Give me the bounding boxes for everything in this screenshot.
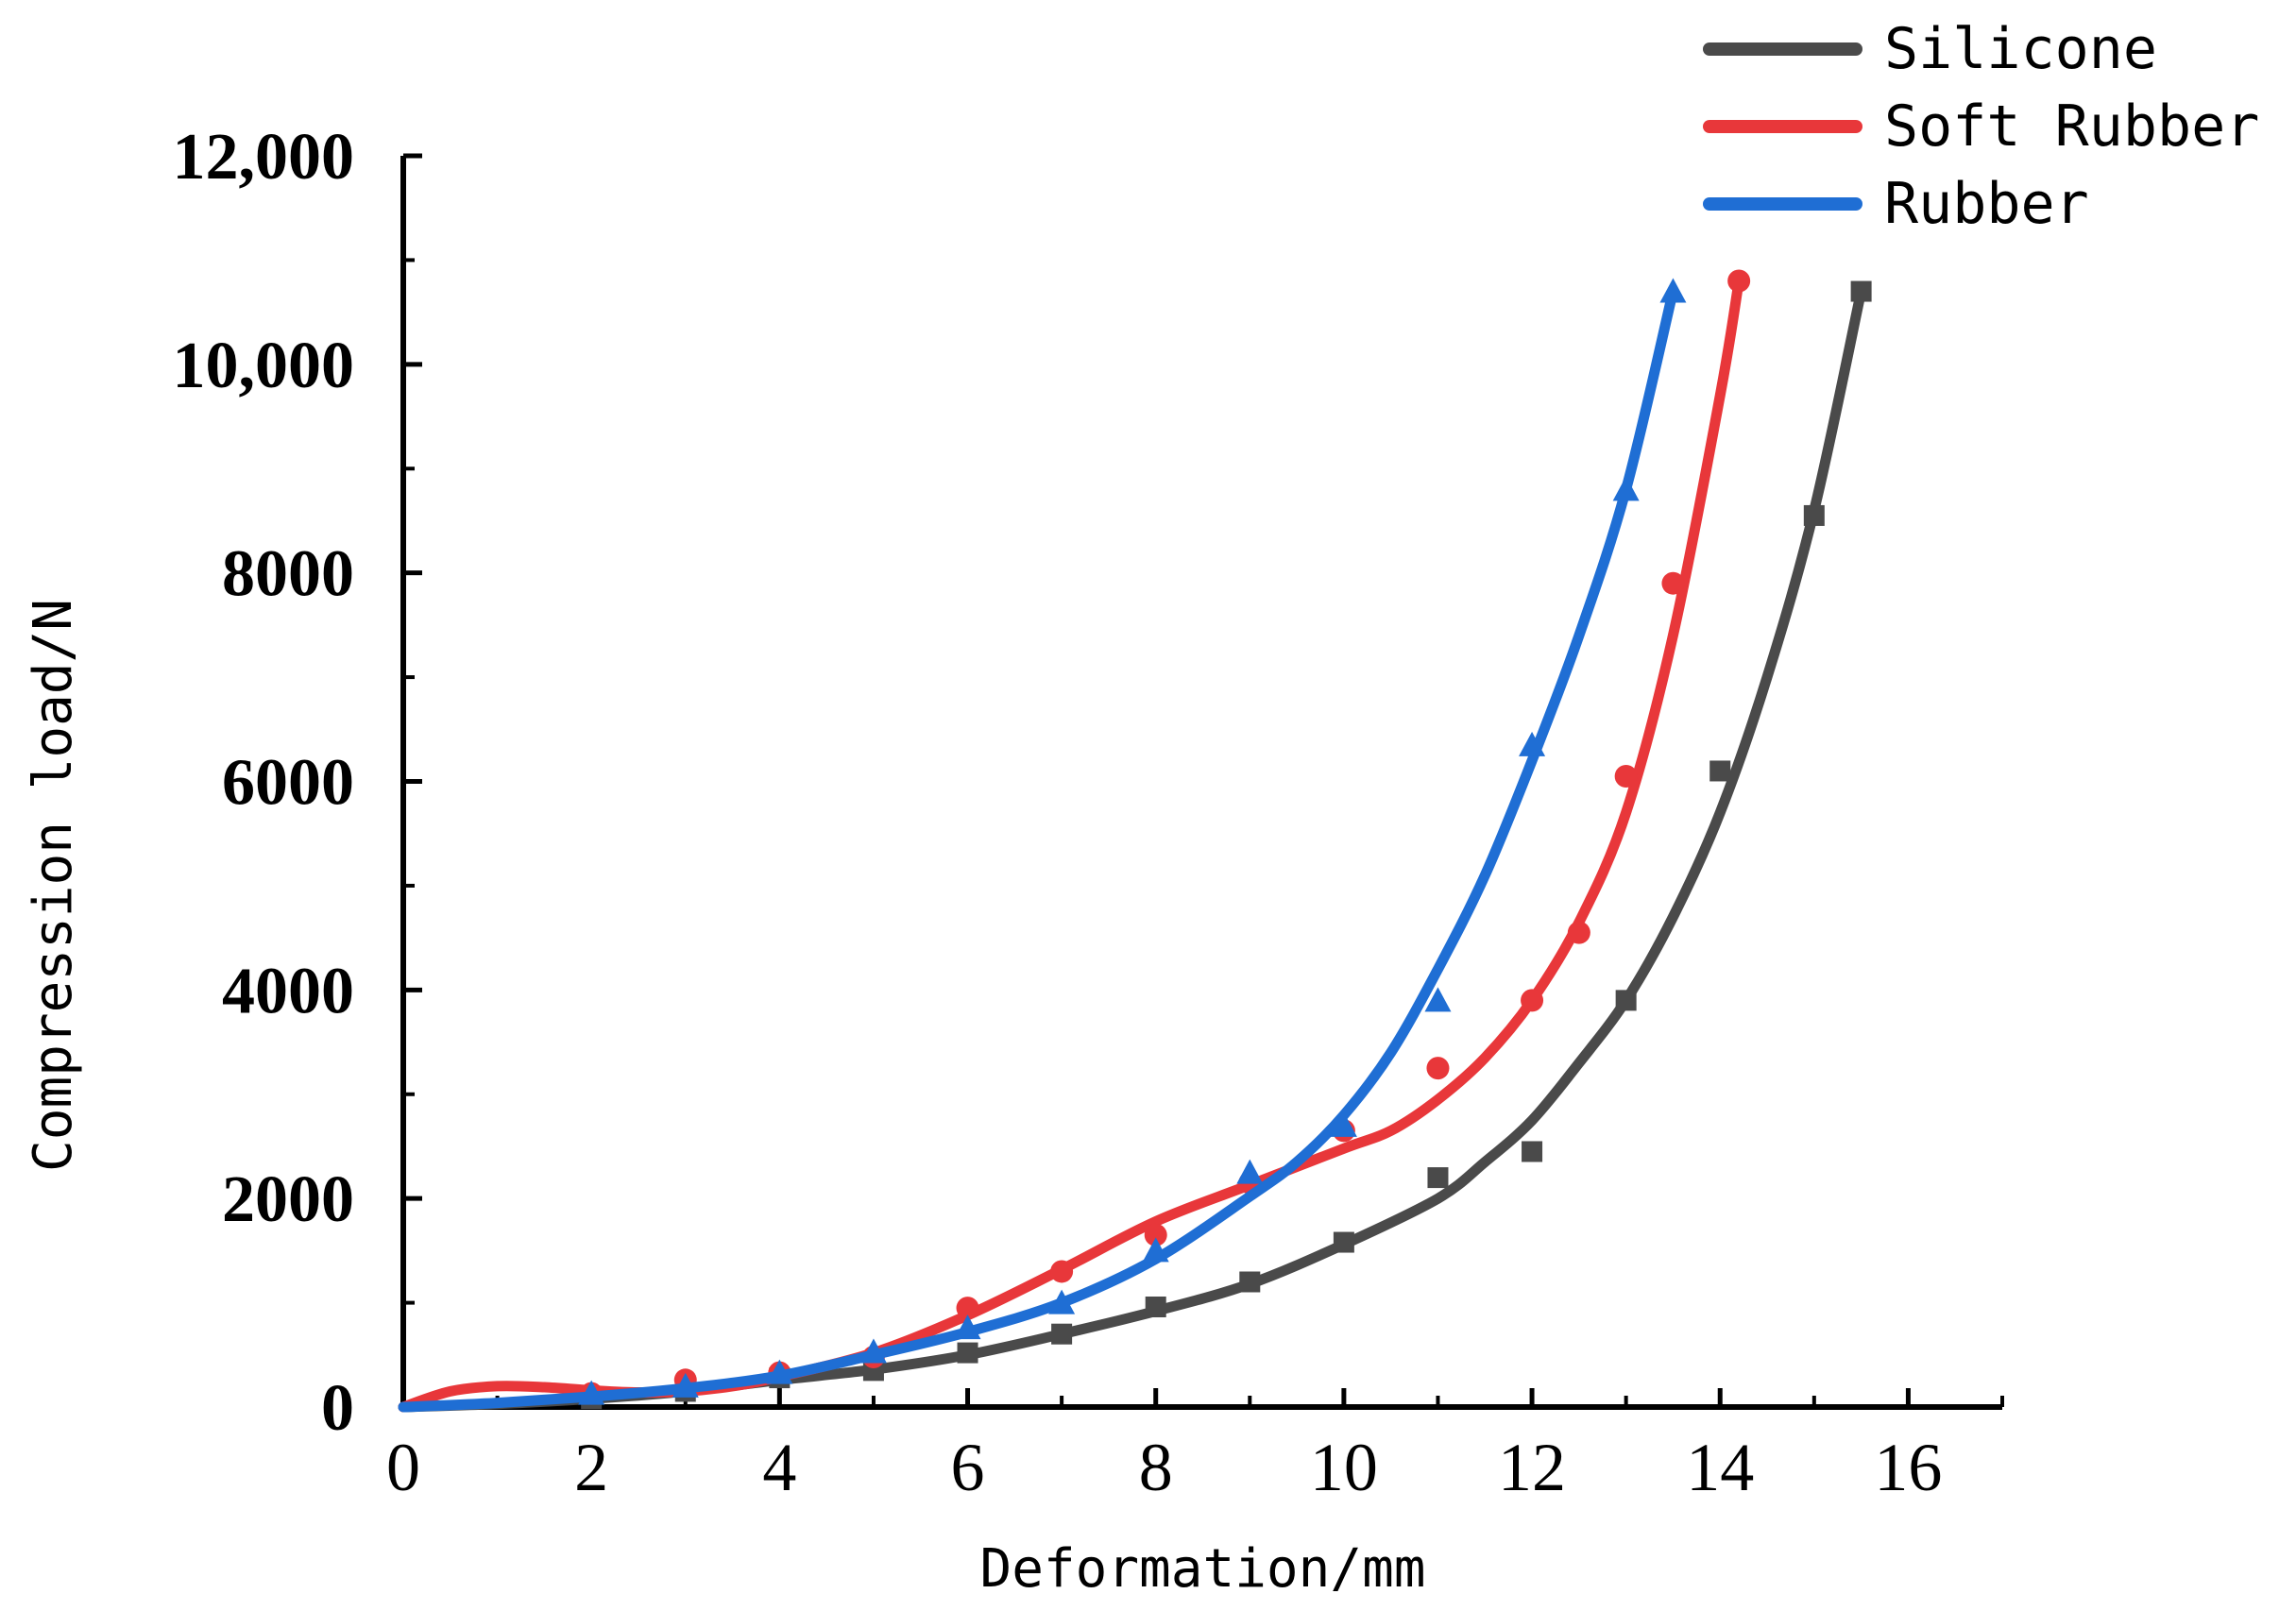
series-soft-rubber-line: [398, 276, 1744, 1413]
series-rubber-point: [1659, 278, 1687, 303]
series-silicone-point: [1709, 760, 1731, 782]
y-tick-label: 0: [321, 1372, 354, 1445]
series-soft-rubber-point: [1144, 1223, 1167, 1246]
y-tick-label: 10,000: [173, 330, 355, 402]
series-rubber-point: [1519, 731, 1546, 756]
series-rubber-point: [1142, 1237, 1169, 1263]
series-soft-rubber-point: [1050, 1260, 1074, 1283]
x-tick-label: 8: [1139, 1430, 1173, 1505]
series-soft-rubber: [398, 269, 1751, 1413]
axes: [400, 156, 2002, 1410]
series-rubber-point: [1330, 1111, 1357, 1137]
x-tick-label: 4: [762, 1430, 796, 1505]
series-soft-rubber-point: [1661, 571, 1685, 595]
x-tick-label: 14: [1686, 1430, 1754, 1505]
series-silicone-point: [1145, 1297, 1166, 1317]
x-axis-title: Deformation/mm: [979, 1538, 1425, 1600]
series-soft-rubber-point: [1567, 921, 1590, 944]
series-soft-rubber-point: [1727, 269, 1751, 293]
y-tick-label: 12,000: [173, 121, 355, 194]
series-rubber-point: [1424, 987, 1452, 1012]
x-tick-label: 12: [1498, 1430, 1566, 1505]
series-soft-rubber-point: [956, 1297, 979, 1320]
x-tick-label: 0: [386, 1430, 420, 1505]
series-soft-rubber-point: [1521, 989, 1544, 1012]
series-rubber-point: [859, 1338, 887, 1364]
series-rubber-line: [398, 286, 1678, 1413]
series-silicone-point: [957, 1342, 978, 1364]
legend-soft-rubber-label: Soft Rubber: [1884, 93, 2259, 160]
series-silicone-point: [1051, 1323, 1073, 1345]
series-silicone-point: [1333, 1231, 1354, 1253]
legend: Silicone Soft Rubber Rubber: [1703, 16, 2259, 237]
series-silicone-point: [1615, 990, 1637, 1011]
series-silicone-point: [1522, 1141, 1543, 1162]
series-silicone-point: [1427, 1167, 1449, 1189]
legend-rubber-label: Rubber: [1884, 171, 2089, 237]
legend-silicone-label: Silicone: [1884, 16, 2157, 82]
y-axis-ticks: 0 2000 4000 6000 8000 10,000 12,000: [173, 121, 422, 1445]
series-soft-rubber-point: [1426, 1057, 1450, 1080]
series-rubber-point: [672, 1372, 699, 1398]
series-silicone: [398, 280, 1872, 1413]
series-silicone-point: [1239, 1271, 1261, 1293]
y-tick-label: 2000: [222, 1163, 354, 1236]
series-layer: [398, 269, 1872, 1413]
series-silicone-point: [1803, 504, 1825, 526]
series-silicone-line: [398, 286, 1867, 1413]
x-tick-label: 6: [951, 1430, 985, 1505]
series-soft-rubber-point: [1614, 764, 1638, 788]
y-tick-label: 8000: [222, 538, 354, 611]
y-axis-title: Compression load/N: [23, 599, 84, 1172]
x-axis-ticks: 0 2 4 6 8 10 12 14 16: [386, 1388, 2004, 1505]
series-rubber-point: [1048, 1289, 1076, 1314]
y-tick-label: 6000: [222, 747, 354, 820]
y-tick-label: 4000: [222, 955, 354, 1027]
x-tick-label: 2: [574, 1430, 608, 1505]
series-rubber-point: [1236, 1159, 1264, 1184]
series-rubber: [398, 278, 1687, 1413]
series-rubber-point: [1612, 476, 1640, 501]
x-tick-label: 16: [1874, 1430, 1942, 1505]
x-tick-label: 10: [1310, 1430, 1378, 1505]
series-rubber-point: [954, 1314, 981, 1340]
series-silicone-point: [1850, 280, 1872, 302]
series-rubber-point: [766, 1359, 793, 1384]
series-rubber-point: [578, 1380, 605, 1405]
